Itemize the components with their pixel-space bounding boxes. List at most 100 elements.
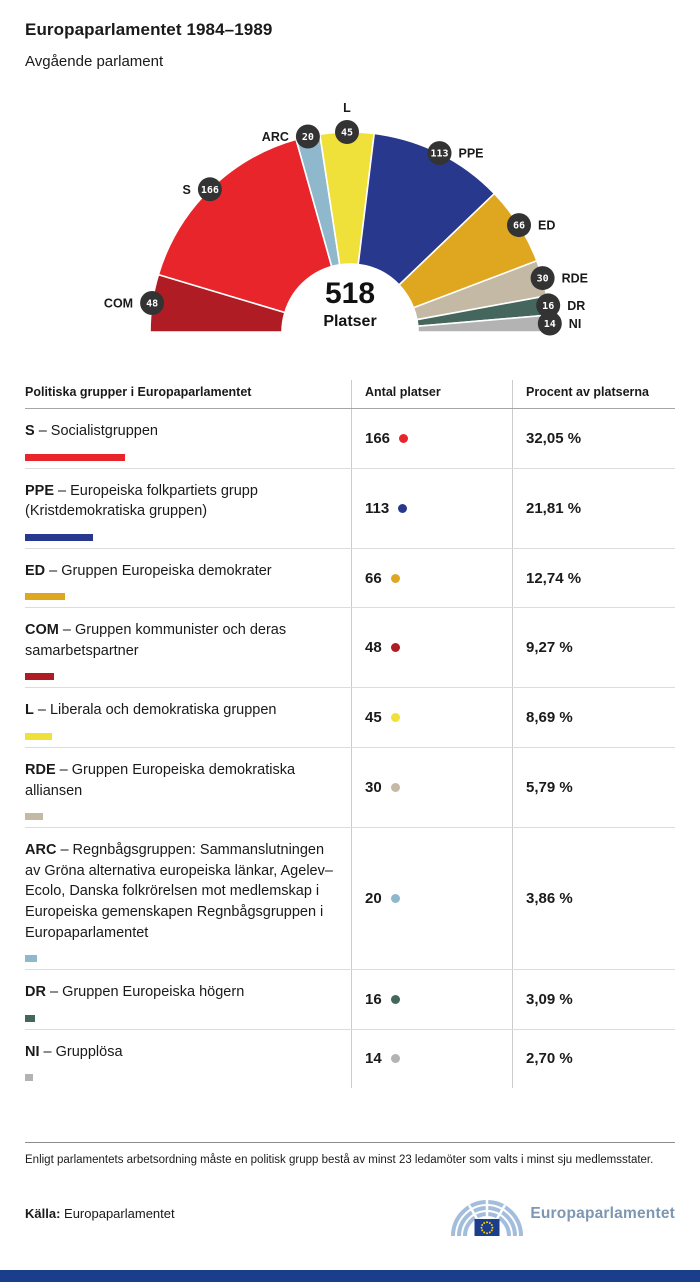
header: Europaparlamentet 1984–1989 Avgående par… [0, 0, 700, 70]
seat-badge-PPE [427, 141, 452, 166]
group-name: DR – Gruppen Europeiska högern [25, 982, 335, 1003]
page-title: Europaparlamentet 1984–1989 [25, 20, 273, 39]
seat-badge-DR [536, 293, 561, 318]
group-seats-cell: 113 [351, 468, 512, 548]
table-row: L – Liberala och demokratiska gruppen 45… [25, 687, 675, 748]
group-percent-value: 2,70 % [526, 1050, 573, 1068]
group-abbreviation: NI [25, 1043, 40, 1060]
seat-badge-value-L: 45 [341, 128, 353, 139]
seat-badge-COM [140, 291, 165, 315]
group-description: – Regnbågsgruppen: Sammanslutningen av G… [25, 842, 333, 941]
seat-badge-S [197, 177, 222, 202]
seat-badge-value-PPE: 113 [430, 149, 448, 160]
group-percent-bar [25, 955, 37, 963]
group-abbreviation: ARC [25, 842, 57, 859]
group-percent-bar [25, 1014, 35, 1022]
group-seats-cell: 166 [351, 409, 512, 468]
footnote-divider: Enligt parlamentets arbetsordning måste … [25, 1142, 675, 1169]
hemicycle-chart: 518 Platser 48 COM 166 S 20 ARC 45 L 113 PPE 66 ED 3… [104, 101, 588, 336]
group-seat-count: 16 [365, 990, 382, 1008]
footer: Enligt parlamentets arbetsordning måste … [0, 1142, 700, 1237]
group-color-dot-icon [398, 503, 408, 513]
seat-badge-value-DR: 16 [542, 301, 554, 312]
table-row: S – Socialistgruppen 166 32,05 % [25, 409, 675, 468]
segment-S [157, 138, 333, 314]
column-header-groups: Politiska grupper i Europaparlamentet [25, 385, 252, 399]
table-row: ARC – Regnbågsgruppen: Sammanslutningen … [25, 827, 675, 970]
source-value: Europaparlamentet [64, 1206, 175, 1221]
eu-flag-icon [474, 1218, 500, 1236]
group-seat-count: 113 [365, 499, 390, 517]
ep-logo: Europaparlamentet [450, 1190, 675, 1238]
group-abbreviation: RDE [25, 762, 56, 779]
group-seat-count: 48 [365, 639, 382, 657]
group-color-dot-icon [390, 1054, 400, 1064]
group-percent-value: 9,27 % [526, 639, 573, 657]
group-seat-count: 45 [365, 709, 382, 727]
seat-badge-ED [507, 213, 531, 238]
source-label: Källa: [25, 1206, 61, 1221]
group-color-dot-icon [390, 783, 400, 793]
group-name-cell: NI – Grupplösa [25, 1030, 351, 1089]
source-line: Källa: Europaparlamentet [25, 1206, 175, 1221]
column-header-percent: Procent av platserna [512, 380, 675, 408]
segment-label-COM: COM [104, 297, 133, 311]
group-abbreviation: ED [25, 562, 46, 579]
group-seat-count: 30 [365, 779, 382, 797]
group-percent-value: 5,79 % [526, 779, 573, 797]
group-name-cell: PPE – Europeiska folkpartiets grupp (Kri… [25, 469, 351, 548]
group-color-dot-icon [390, 713, 400, 723]
segment-label-DR: DR [567, 299, 585, 313]
group-percent-value: 21,81 % [526, 499, 582, 517]
group-name: ARC – Regnbågsgruppen: Sammanslutningen … [25, 840, 335, 943]
group-percent-cell: 21,81 % [512, 468, 675, 548]
seat-badge-RDE [530, 266, 555, 291]
footer-bar [0, 1270, 700, 1282]
group-percent-cell: 3,86 % [512, 828, 675, 970]
table-row: NI – Grupplösa 14 2,70 % [25, 1028, 675, 1089]
group-percent-cell: 2,70 % [512, 1029, 675, 1089]
group-name-cell: ED – Gruppen Europeiska demokrater [25, 549, 351, 608]
seat-badge-value-NI: 14 [544, 319, 556, 330]
table-row: COM – Gruppen kommunister och deras sama… [25, 607, 675, 688]
group-abbreviation: L [25, 702, 34, 719]
total-seats-value: 518 [325, 277, 375, 310]
group-description: – Liberala och demokratiska gruppen [33, 702, 277, 719]
group-description: – Socialistgruppen [34, 423, 158, 439]
group-name-cell: S – Socialistgruppen [25, 409, 351, 468]
group-description: – Gruppen Europeiska demokrater [45, 562, 272, 579]
group-percent-cell: 3,09 % [512, 970, 675, 1029]
group-name: PPE – Europeiska folkpartiets grupp (Kri… [25, 481, 335, 522]
group-seats-cell: 14 [351, 1029, 512, 1089]
group-seats-cell: 30 [351, 748, 512, 828]
table-row: ED – Gruppen Europeiska demokrater 66 12… [25, 547, 675, 608]
group-description: – Grupplösa [39, 1043, 123, 1060]
segment-label-L: L [343, 101, 351, 115]
group-color-dot-icon [390, 894, 400, 904]
group-description: – Gruppen Europeiska demokratiska allian… [25, 762, 296, 799]
group-name: COM – Gruppen kommunister och deras sama… [25, 620, 335, 661]
column-header-seats: Antal platser [351, 380, 512, 408]
group-abbreviation: S [25, 423, 35, 439]
group-description: – Gruppen Europeiska högern [45, 984, 245, 1001]
group-name: RDE – Gruppen Europeiska demokratiska al… [25, 760, 335, 801]
group-percent-bar [25, 813, 44, 821]
group-percent-value: 12,74 % [526, 569, 582, 587]
group-abbreviation: DR [25, 984, 46, 1001]
group-seats-cell: 45 [351, 688, 512, 748]
footnote-text: Enligt parlamentets arbetsordning måste … [25, 1154, 654, 1167]
groups-table: Politiska grupper i Europaparlamentet An… [25, 380, 675, 1089]
group-color-dot-icon [390, 643, 400, 653]
group-percent-value: 3,09 % [526, 990, 573, 1008]
group-name-cell: COM – Gruppen kommunister och deras sama… [25, 608, 351, 687]
source-row: Källa: Europaparlamentet [25, 1190, 675, 1238]
group-percent-cell: 32,05 % [512, 409, 675, 468]
group-name: S – Socialistgruppen [25, 421, 335, 442]
segment-label-ED: ED [538, 219, 555, 233]
table-row: RDE – Gruppen Europeiska demokratiska al… [25, 747, 675, 828]
total-seats-label: Platser [323, 313, 376, 330]
seat-badge-value-RDE: 30 [537, 274, 549, 285]
group-name-cell: ARC – Regnbågsgruppen: Sammanslutningen … [25, 828, 351, 969]
seat-badge-NI [537, 311, 562, 336]
group-name-cell: DR – Gruppen Europeiska högern [25, 970, 351, 1029]
